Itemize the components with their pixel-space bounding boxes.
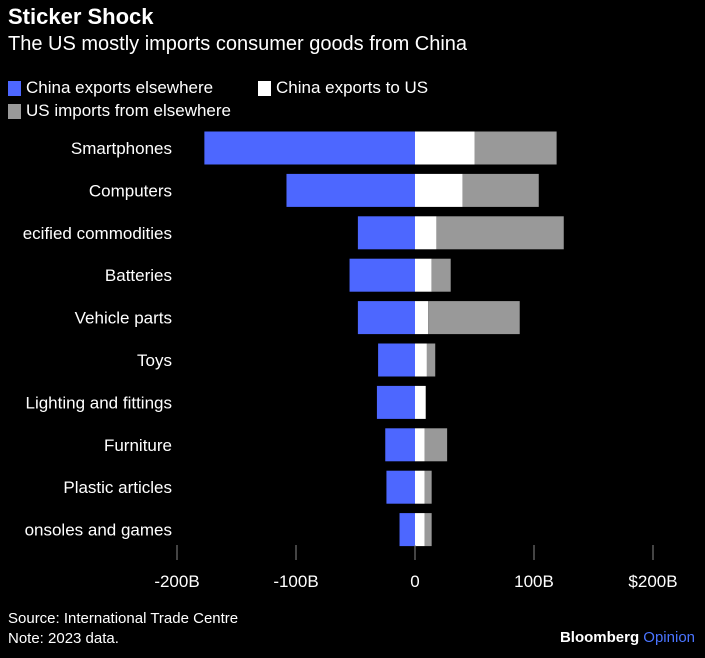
bar-us-elsewhere: [436, 216, 564, 250]
bar-china-to-us: [415, 385, 426, 419]
category-label: Toys: [137, 351, 172, 370]
data-note: Note: 2023 data.: [8, 630, 119, 647]
category-label: Lighting and fittings: [26, 393, 173, 412]
legend-item-china-us: China exports to US: [258, 78, 428, 98]
bar-china-elsewhere: [386, 470, 415, 504]
bar-china-to-us: [415, 258, 432, 292]
category-label: Plastic articles: [63, 478, 172, 497]
bar-china-elsewhere: [286, 173, 415, 207]
legend-swatch: [258, 80, 271, 96]
bar-us-elsewhere: [424, 513, 432, 547]
bar-china-to-us: [415, 173, 463, 207]
legend-item-us-elsewhere: US imports from elsewhere: [8, 101, 231, 121]
bar-us-elsewhere: [424, 428, 448, 462]
bar-china-to-us: [415, 513, 425, 547]
bar-us-elsewhere: [474, 131, 557, 165]
category-label: Batteries: [105, 266, 172, 285]
legend-swatch: [8, 80, 21, 96]
bar-china-elsewhere: [399, 513, 415, 547]
x-tick-label: -200B: [154, 572, 199, 591]
bar-china-elsewhere: [378, 343, 415, 377]
legend-item-china-elsewhere: China exports elsewhere: [8, 78, 213, 98]
bar-china-elsewhere: [376, 385, 415, 419]
source-note: Source: International Trade Centre: [8, 610, 239, 627]
category-label: ecified commodities: [23, 224, 172, 243]
bar-us-elsewhere: [462, 173, 539, 207]
x-tick-label: 0: [410, 572, 419, 591]
legend-label: China exports elsewhere: [26, 78, 214, 97]
legend-label: China exports to US: [276, 78, 429, 97]
category-label: Smartphones: [71, 139, 172, 158]
bar-us-elsewhere: [426, 343, 436, 377]
category-label: Vehicle parts: [75, 309, 172, 328]
bar-china-to-us: [415, 343, 427, 377]
bar-china-to-us: [415, 216, 437, 250]
legend-swatch: [8, 103, 21, 119]
bar-us-elsewhere: [424, 470, 432, 504]
brand-name: Bloomberg: [559, 629, 640, 646]
x-tick-label: -100B: [273, 572, 318, 591]
category-label: onsoles and games: [25, 521, 172, 540]
chart-subtitle: The US mostly imports consumer goods fro…: [8, 33, 468, 55]
bar-china-elsewhere: [357, 301, 415, 335]
category-label: Computers: [89, 181, 172, 200]
x-tick-label: $200B: [628, 572, 677, 591]
bar-china-elsewhere: [204, 131, 415, 165]
bar-us-elsewhere: [431, 258, 451, 292]
bar-china-to-us: [415, 428, 425, 462]
brand-suffix: Opinion: [643, 629, 695, 646]
legend-label: US imports from elsewhere: [26, 101, 232, 120]
bar-us-elsewhere: [428, 301, 520, 335]
bar-china-elsewhere: [357, 216, 415, 250]
bar-china-to-us: [415, 301, 429, 335]
bar-china-to-us: [415, 131, 475, 165]
bar-china-elsewhere: [349, 258, 415, 292]
bar-china-to-us: [415, 470, 425, 504]
brand-logo: Bloomberg Opinion: [560, 629, 695, 646]
bar-china-elsewhere: [385, 428, 415, 462]
chart-title: Sticker Shock: [8, 4, 154, 29]
category-label: Furniture: [104, 436, 172, 455]
x-tick-label: 100B: [514, 572, 554, 591]
